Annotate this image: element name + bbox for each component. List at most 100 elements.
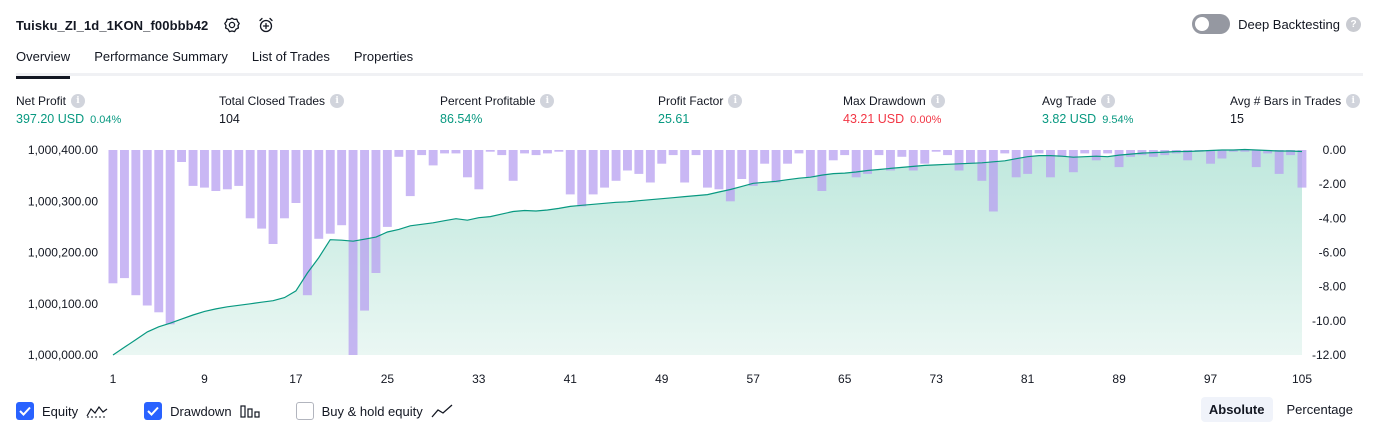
drawdown-bar: [748, 150, 758, 186]
drawdown-bar: [211, 150, 221, 191]
equity-drawdown-chart[interactable]: 1,000,400.00 1,000,300.00 1,000,200.00 1,00…: [0, 138, 1379, 393]
metric-label: Avg # Bars in Trades: [1230, 94, 1342, 108]
right-axis-tick-label: -8.00: [1319, 280, 1347, 294]
drawdown-bar: [1057, 150, 1067, 157]
drawdown-bar: [108, 150, 118, 284]
drawdown-bar: [828, 150, 838, 161]
info-icon[interactable]: i: [330, 94, 345, 108]
legend-equity[interactable]: Equity: [16, 402, 108, 420]
drawdown-bar: [714, 150, 724, 190]
drawdown-bar: [405, 150, 415, 197]
drawdown-bar: [977, 150, 987, 181]
equity-area: [113, 149, 1302, 355]
deep-backtesting-toggle[interactable]: [1192, 14, 1231, 34]
metric-percent-profitable: Percent Profitable i 86.54%: [440, 93, 555, 126]
metric-label: Net Profit: [16, 94, 67, 108]
legend-buy-hold-equity[interactable]: Buy & hold equity: [295, 402, 453, 420]
drawdown-bar: [302, 150, 312, 296]
drawdown-bar: [577, 150, 587, 207]
drawdown-bar: [680, 150, 690, 183]
drawdown-bar: [280, 150, 289, 219]
info-icon[interactable]: i: [930, 94, 945, 108]
chart-legend: Equity Drawdown Buy & hold equity: [16, 400, 489, 422]
metric-label: Total Closed Trades: [219, 94, 326, 108]
help-icon[interactable]: ?: [1346, 16, 1361, 32]
x-axis-tick-label: 25: [381, 372, 395, 386]
buy-hold-checkbox[interactable]: [295, 402, 314, 420]
right-axis-tick-label: -10.00: [1312, 314, 1346, 328]
drawdown-bar: [874, 150, 884, 156]
area-chart-icon: [86, 404, 108, 418]
drawdown-bar: [177, 150, 186, 162]
absolute-button[interactable]: Absolute: [1200, 397, 1273, 422]
tab-performance-summary[interactable]: Performance Summary: [94, 49, 228, 64]
tab-properties[interactable]: Properties: [353, 49, 414, 64]
drawdown-bar: [154, 150, 164, 313]
gear-icon[interactable]: [222, 15, 242, 35]
drawdown-bar: [451, 150, 461, 154]
right-axis-tick-label: -4.00: [1319, 211, 1347, 225]
x-axis-tick-label: 73: [930, 372, 944, 386]
drawdown-bar: [1297, 150, 1307, 188]
info-icon[interactable]: i: [728, 94, 743, 108]
drawdown-bar: [1080, 150, 1090, 154]
drawdown-bar: [1023, 150, 1033, 174]
drawdown-bar: [1000, 150, 1010, 154]
drawdown-bar: [1286, 150, 1295, 156]
equity-checkbox[interactable]: [16, 402, 34, 420]
drawdown-bar: [360, 150, 369, 311]
left-axis-tick-label: 1,000,400.00: [28, 143, 98, 157]
drawdown-bar: [1183, 150, 1193, 161]
tab-overview[interactable]: Overview: [16, 46, 71, 79]
alarm-clock-plus-icon[interactable]: [256, 15, 276, 35]
drawdown-bar: [120, 150, 129, 279]
drawdown-bar: [485, 150, 495, 152]
drawdown-bar: [988, 150, 998, 212]
strategy-name: Tuisku_ZI_1d_1KON_f00bbb42: [16, 17, 209, 33]
metric-label: Avg Trade: [1042, 94, 1097, 108]
drawdown-bar: [1126, 150, 1135, 157]
drawdown-bar: [600, 150, 609, 188]
metric-percent: 9.54%: [1102, 114, 1134, 126]
drawdown-bar: [691, 150, 701, 156]
info-icon[interactable]: i: [1346, 94, 1361, 108]
drawdown-bar: [1091, 150, 1101, 161]
info-icon[interactable]: i: [1101, 94, 1116, 108]
left-axis-tick-label: 1,000,300.00: [28, 194, 98, 208]
drawdown-bar: [840, 150, 850, 156]
drawdown-bar: [645, 150, 655, 183]
legend-drawdown[interactable]: Drawdown: [144, 402, 260, 420]
tab-list-of-trades[interactable]: List of Trades: [251, 49, 330, 64]
drawdown-bar: [417, 150, 427, 156]
drawdown-bar: [257, 150, 267, 229]
drawdown-bar: [908, 150, 918, 171]
drawdown-bar: [668, 150, 678, 156]
value-mode-switch: Absolute Percentage: [1195, 397, 1361, 422]
metric-profit-factor: Profit Factor i 25.61: [658, 93, 743, 126]
drawdown-bar: [1206, 150, 1215, 164]
drawdown-checkbox[interactable]: [144, 402, 163, 420]
metric-label: Profit Factor: [658, 94, 724, 108]
drawdown-bar: [588, 150, 598, 195]
metric-value: 3.82 USD: [1042, 112, 1097, 126]
report-tabs: Overview Performance Summary List of Tra…: [16, 46, 1363, 79]
right-axis-tick-label: 0.00: [1323, 143, 1347, 157]
legend-label: Buy & hold equity: [321, 403, 423, 419]
info-icon[interactable]: i: [540, 94, 555, 108]
drawdown-bar: [623, 150, 632, 171]
drawdown-bar: [1251, 150, 1261, 168]
drawdown-bar: [348, 150, 358, 355]
drawdown-bar: [771, 150, 781, 183]
drawdown-bar: [794, 150, 804, 154]
x-axis-tick-label: 89: [1112, 372, 1126, 386]
drawdown-bar: [760, 150, 770, 164]
drawdown-bar: [1228, 150, 1238, 152]
drawdown-bar: [565, 150, 575, 195]
metric-avg-trade: Avg Trade i 3.82 USD 9.54%: [1042, 93, 1133, 126]
drawdown-bar: [634, 150, 644, 174]
x-axis-tick-label: 105: [1292, 372, 1312, 386]
drawdown-bar: [337, 150, 347, 226]
percentage-button[interactable]: Percentage: [1286, 402, 1354, 417]
drawdown-bar: [440, 150, 449, 154]
info-icon[interactable]: i: [71, 94, 86, 108]
